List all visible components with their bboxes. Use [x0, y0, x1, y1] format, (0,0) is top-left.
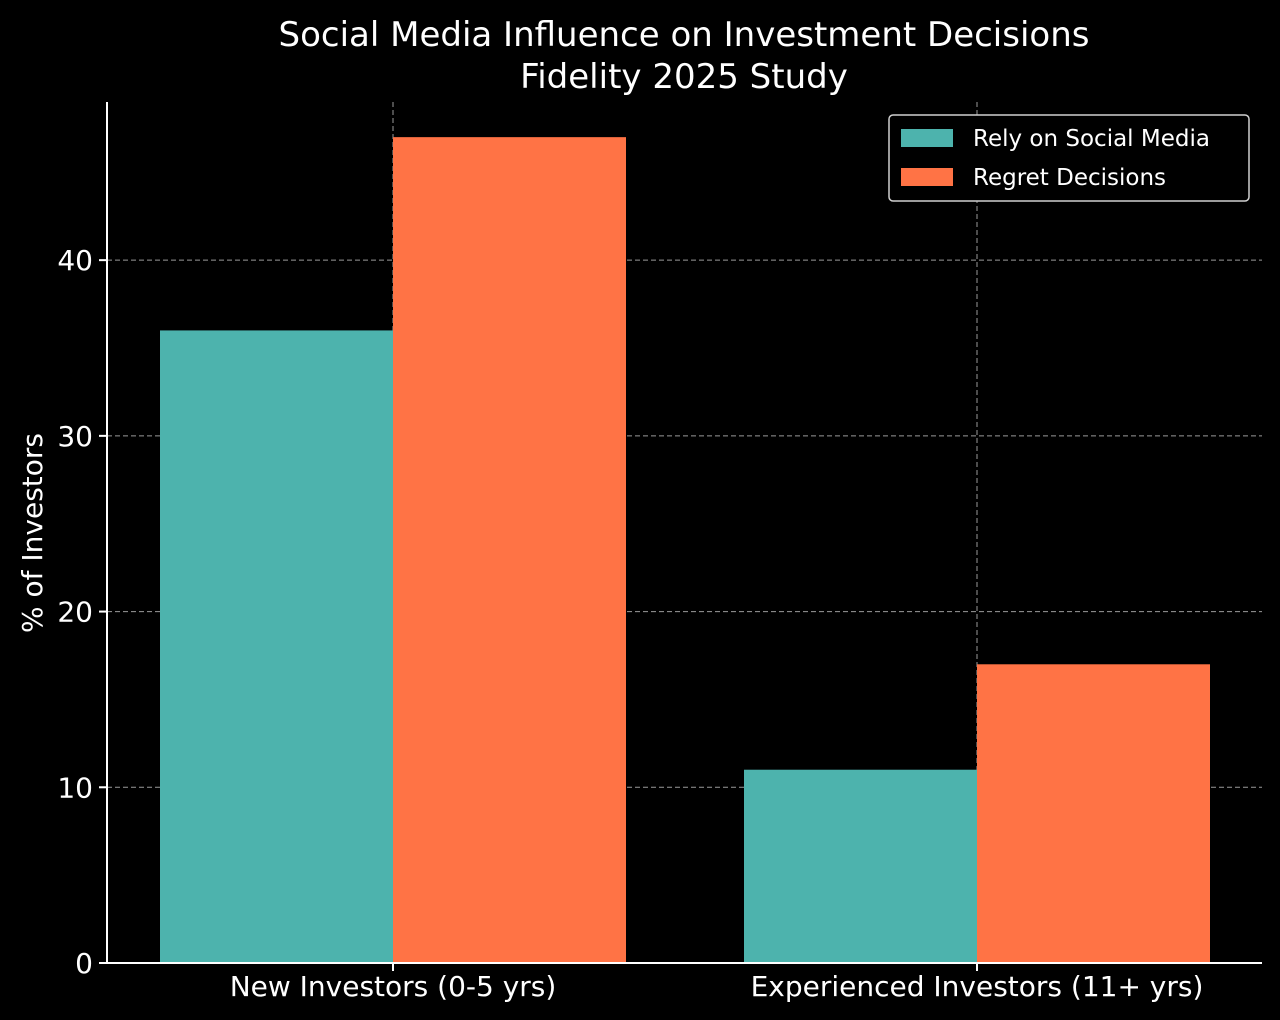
y-axis-label: % of Investors [16, 433, 49, 633]
y-tick-label-40: 40 [57, 244, 93, 277]
chart-title: Social Media Influence on Investment Dec… [279, 15, 1090, 55]
axes [106, 102, 1262, 964]
legend-label-1: Regret Decisions [973, 165, 1166, 191]
legend-swatch-1 [901, 168, 953, 186]
chart-subtitle: Fidelity 2025 Study [520, 57, 848, 97]
y-tick-label-20: 20 [57, 596, 93, 629]
bars [160, 137, 1210, 964]
legend-swatch-0 [901, 129, 953, 147]
bar-rely-on-social-media-1 [744, 769, 977, 963]
y-tick-label-10: 10 [57, 771, 93, 804]
legend-label-0: Rely on Social Media [973, 126, 1210, 152]
y-tick-label-30: 30 [57, 420, 93, 453]
bar-rely-on-social-media-0 [160, 330, 393, 963]
x-tick-label-1: Experienced Investors (11+ yrs) [751, 970, 1204, 1003]
y-ticks: 0 10 20 30 40 [57, 244, 107, 980]
y-tick-label-0: 0 [75, 947, 93, 980]
x-tick-label-0: New Investors (0-5 yrs) [230, 970, 557, 1003]
legend: Rely on Social Media Regret Decisions [888, 114, 1250, 202]
legend-box [888, 114, 1250, 202]
x-ticks: New Investors (0-5 yrs) Experienced Inves… [230, 963, 1204, 1003]
bar-regret-decisions-0 [393, 137, 626, 964]
bar-regret-decisions-1 [977, 664, 1210, 963]
